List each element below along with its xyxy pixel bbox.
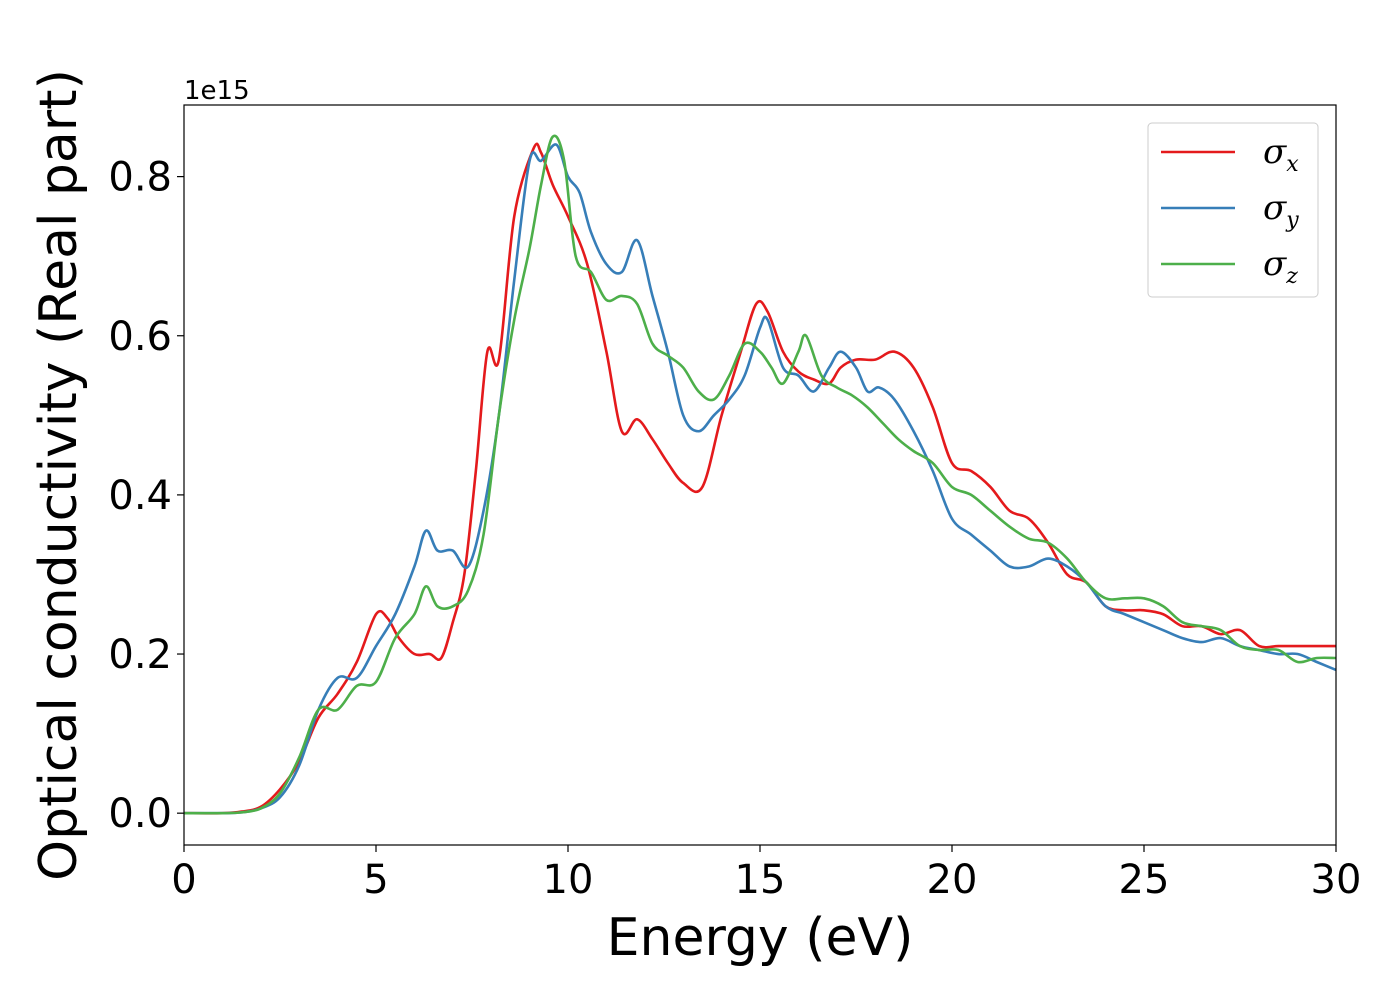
x-tick-label: 10: [543, 857, 594, 903]
y-offset-label: 1e15: [184, 76, 250, 106]
series-line-sigma-y: [183, 143, 1337, 815]
legend: σx σy σz: [1147, 122, 1319, 298]
x-tick-label: 30: [1311, 857, 1362, 903]
series-layer: [183, 134, 1337, 815]
x-tick-label: 5: [363, 857, 388, 903]
y-axis: 0.0 0.2 0.4 0.6 0.8: [108, 155, 184, 837]
legend-label-sigma-y: σy: [1263, 188, 1299, 233]
x-tick-label: 15: [735, 857, 786, 903]
y-axis-title: Optical conductivity (Real part): [29, 69, 89, 881]
legend-label-sigma-x: σx: [1263, 132, 1299, 177]
y-tick-label: 0.6: [108, 314, 172, 360]
series-line-sigma-z: [183, 134, 1337, 815]
x-tick-label: 20: [927, 857, 978, 903]
legend-label-sigma-z: σz: [1263, 244, 1298, 289]
y-tick-label: 0.4: [108, 473, 172, 519]
x-tick-label: 25: [1119, 857, 1170, 903]
series-line-sigma-x: [183, 142, 1336, 815]
x-axis-title: Energy (eV): [607, 908, 914, 968]
y-tick-label: 0.2: [108, 632, 172, 678]
legend-box: [1147, 122, 1319, 298]
y-tick-label: 0.0: [108, 791, 172, 837]
x-tick-label: 0: [171, 857, 196, 903]
x-axis: 0 5 10 15 20 25 30: [171, 845, 1361, 903]
y-tick-label: 0.8: [108, 155, 172, 201]
